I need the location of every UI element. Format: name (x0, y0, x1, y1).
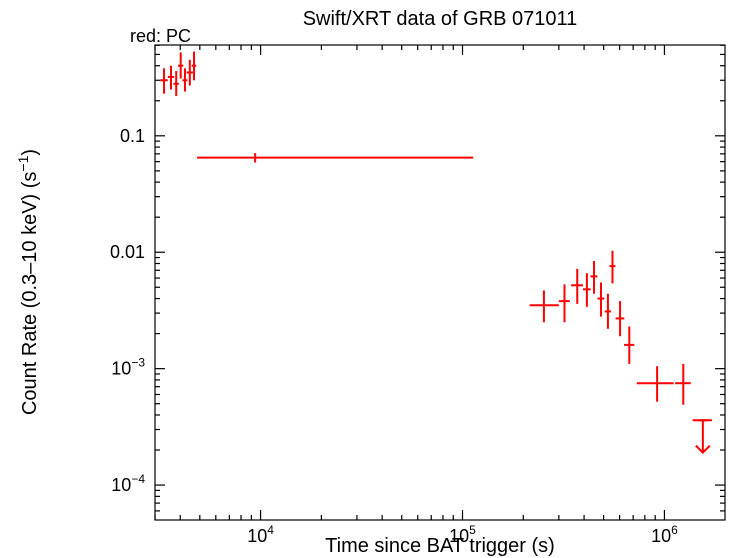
x-tick-label: 106 (651, 523, 678, 546)
legend-label: red: PC (130, 26, 191, 46)
y-tick-label: 10−4 (111, 472, 145, 495)
x-tick-labels: 104105106 (247, 523, 678, 546)
y-tick-label: 0.01 (110, 242, 145, 262)
chart-container: Swift/XRT data of GRB 071011 red: PC Tim… (0, 0, 746, 558)
y-axis-label: Count Rate (0.3–10 keV) (s−1) (15, 149, 41, 415)
y-tick-labels: 10−4 10−3 0.01 0.1 (110, 126, 145, 495)
xrt-lightcurve-plot: Swift/XRT data of GRB 071011 red: PC Tim… (0, 0, 746, 558)
y-tick-label: 0.1 (120, 126, 145, 146)
data-series (160, 51, 712, 452)
axes (155, 45, 725, 520)
x-axis-label: Time since BAT trigger (s) (325, 535, 555, 557)
y-tick-label: 10−3 (111, 356, 145, 379)
chart-title: Swift/XRT data of GRB 071011 (303, 8, 578, 30)
x-tick-label: 104 (247, 523, 274, 546)
